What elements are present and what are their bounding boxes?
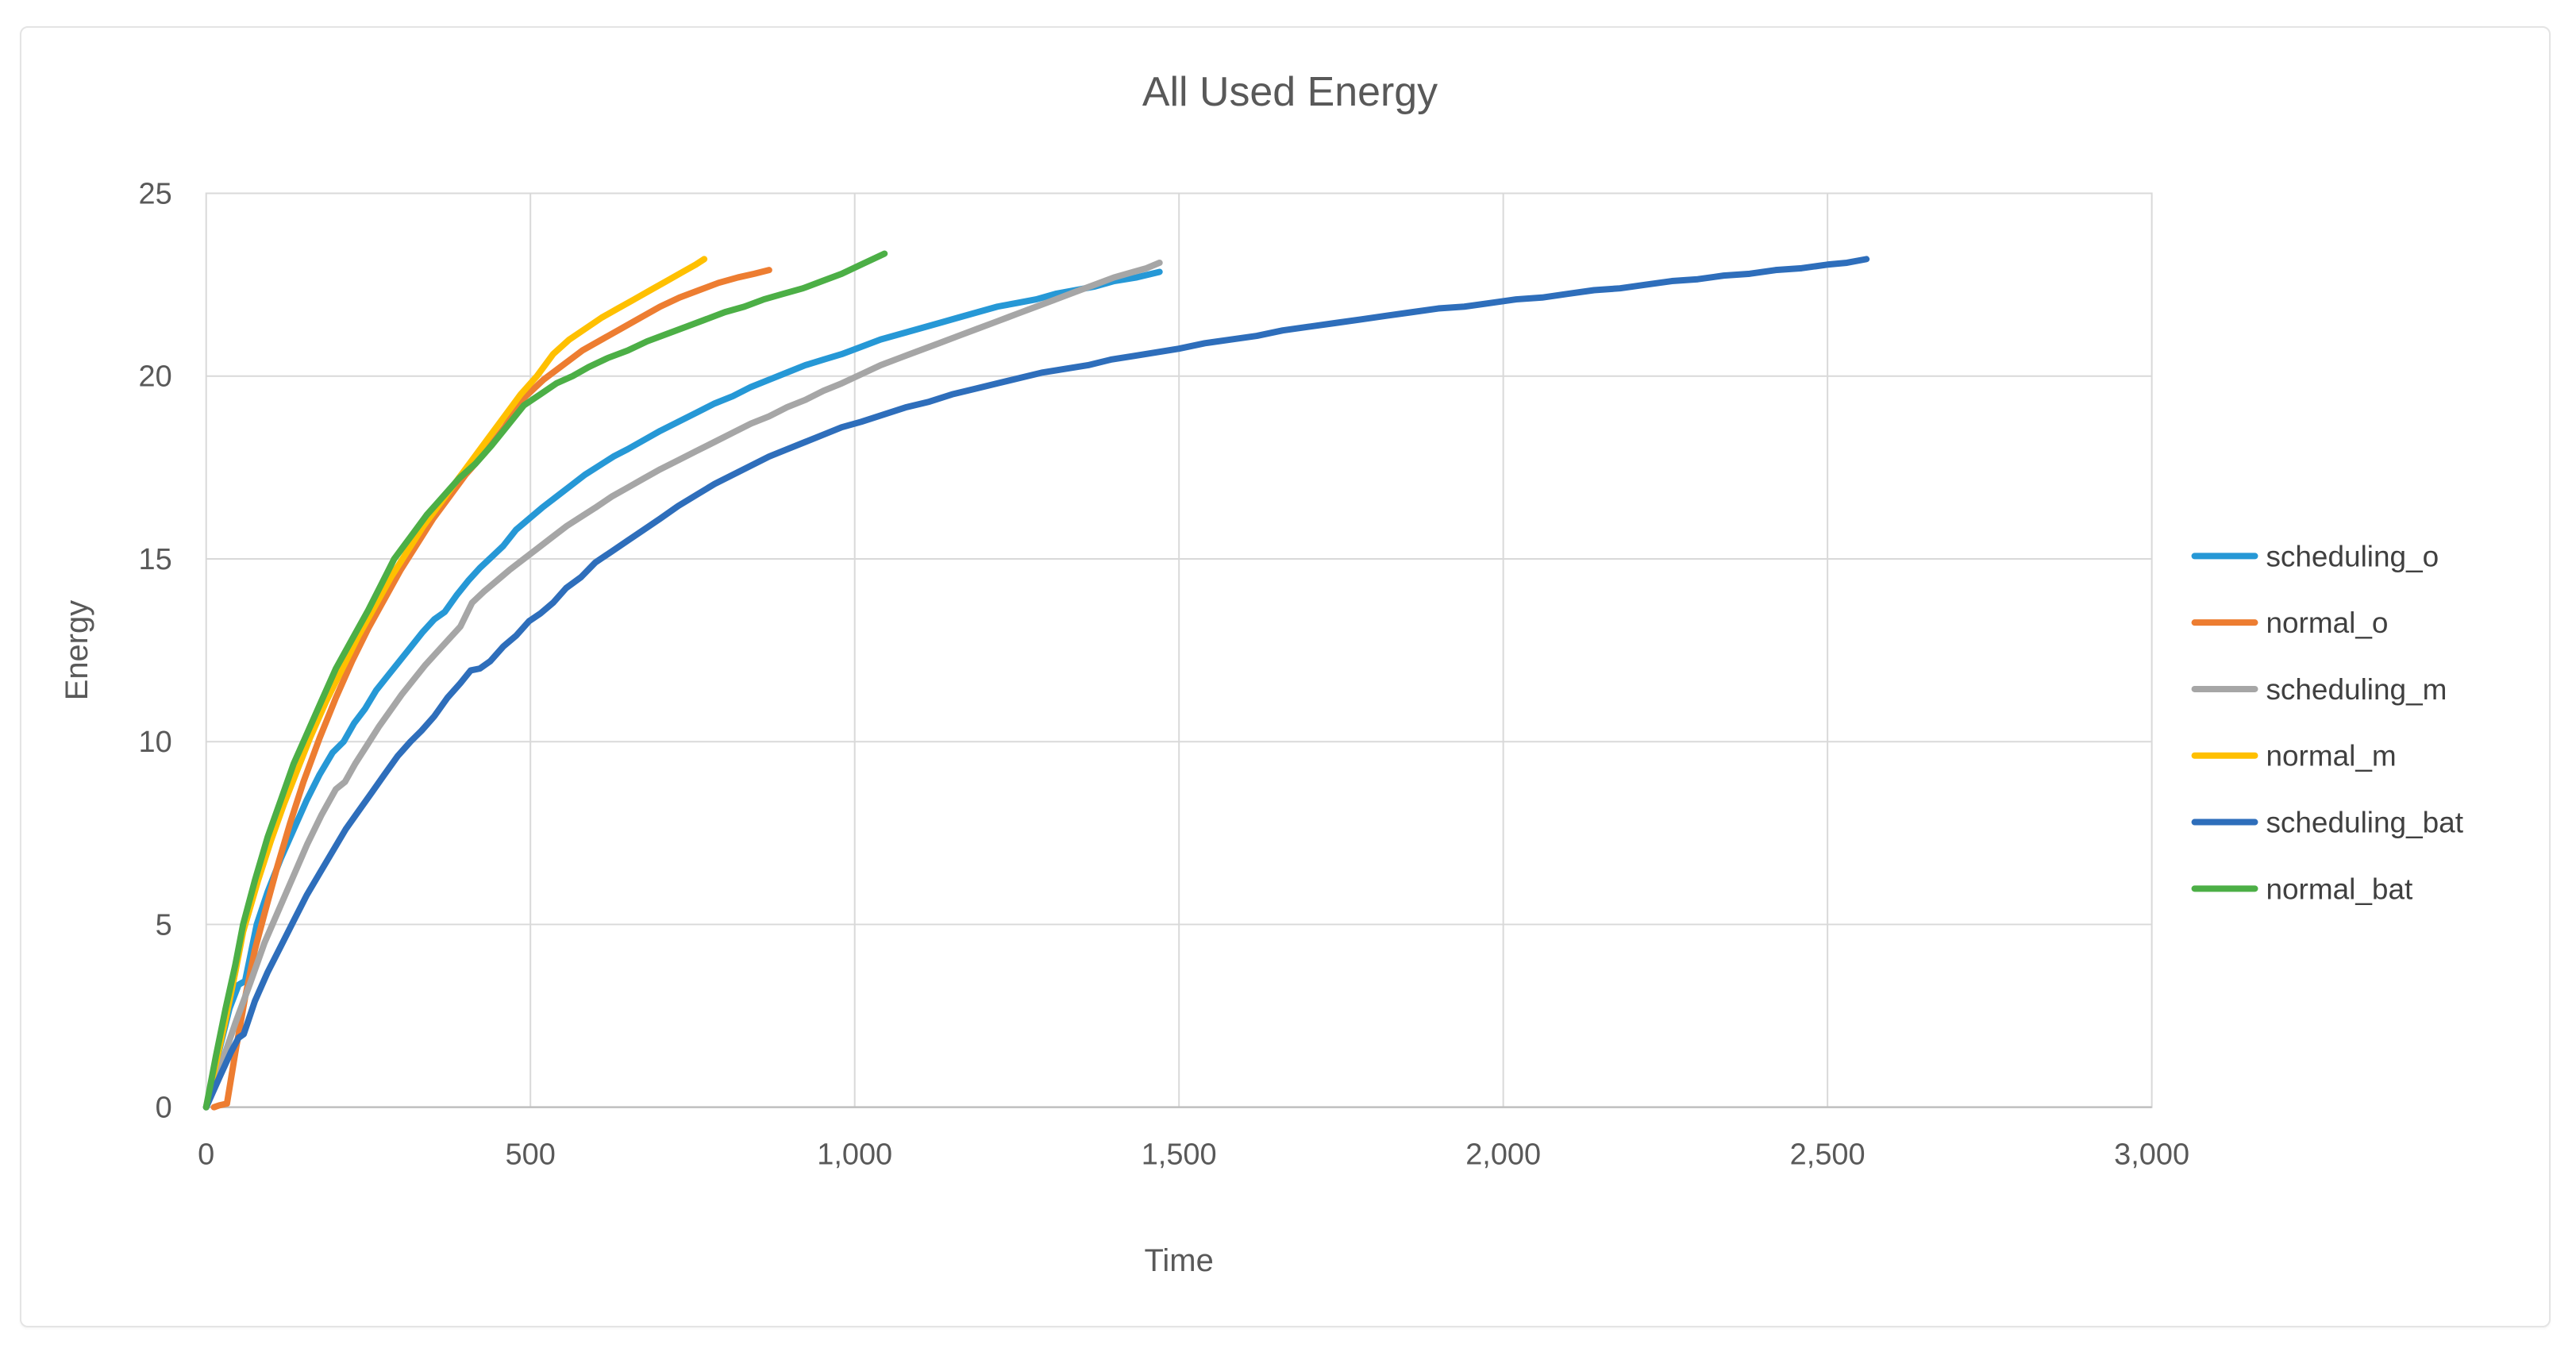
y-tick-label: 20	[139, 360, 172, 394]
legend-label-scheduling_m: scheduling_m	[2266, 673, 2447, 706]
y-tick-label: 25	[139, 177, 172, 210]
series-lines	[202, 250, 1870, 1111]
series-line-scheduling_o	[202, 268, 1163, 1111]
legend: scheduling_o normal_o scheduling_m normal_m…	[2191, 540, 2463, 905]
x-tick-label: 3,000	[2114, 1138, 2189, 1172]
x-tick-label: 0	[198, 1138, 214, 1172]
legend-item-scheduling_bat: scheduling_bat	[2191, 807, 2463, 839]
x-tick-label: 1,500	[1142, 1138, 1217, 1172]
legend-item-normal_m: normal_m	[2191, 740, 2397, 772]
legend-item-normal_o: normal_o	[2191, 607, 2388, 639]
y-tick-label: 5	[156, 908, 172, 942]
y-tick-labels: 0 5 10 15 20 25	[139, 177, 172, 1124]
x-tick-label: 1,000	[817, 1138, 892, 1172]
y-tick-label: 15	[139, 543, 172, 576]
series-line-normal_o	[210, 267, 772, 1111]
x-tick-label: 500	[506, 1138, 556, 1172]
legend-item-scheduling_m: scheduling_m	[2191, 673, 2447, 706]
series-line-scheduling_bat	[202, 256, 1870, 1111]
y-axis-title: Energy	[60, 600, 94, 700]
chart-title: All Used Energy	[1142, 68, 1438, 114]
legend-label-scheduling_bat: scheduling_bat	[2266, 807, 2463, 839]
y-tick-label: 0	[156, 1092, 172, 1125]
series-line-normal_m	[202, 256, 708, 1111]
legend-label-normal_o: normal_o	[2266, 607, 2388, 639]
legend-item-scheduling_o: scheduling_o	[2191, 540, 2439, 572]
series-line-normal_bat	[202, 250, 888, 1111]
legend-label-normal_bat: normal_bat	[2266, 872, 2412, 905]
series-line-scheduling_m	[202, 259, 1163, 1111]
chart-frame: 0 500 1,000 1,500 2,000 2,500 3,000 0 5 10 15 20 25…	[20, 26, 2551, 1327]
legend-label-normal_m: normal_m	[2266, 740, 2396, 772]
chart-canvas: 0 500 1,000 1,500 2,000 2,500 3,000 0 5 10 15 20 25…	[60, 68, 2463, 1278]
x-tick-labels: 0 500 1,000 1,500 2,000 2,500 3,000	[198, 1138, 2189, 1172]
legend-item-normal_bat: normal_bat	[2191, 872, 2412, 905]
y-tick-label: 10	[139, 726, 172, 759]
legend-label-scheduling_o: scheduling_o	[2266, 540, 2439, 572]
plot-border	[205, 192, 2153, 1108]
x-tick-label: 2,000	[1465, 1138, 1541, 1172]
x-axis-title: Time	[1145, 1243, 1214, 1278]
x-tick-label: 2,500	[1790, 1138, 1866, 1172]
